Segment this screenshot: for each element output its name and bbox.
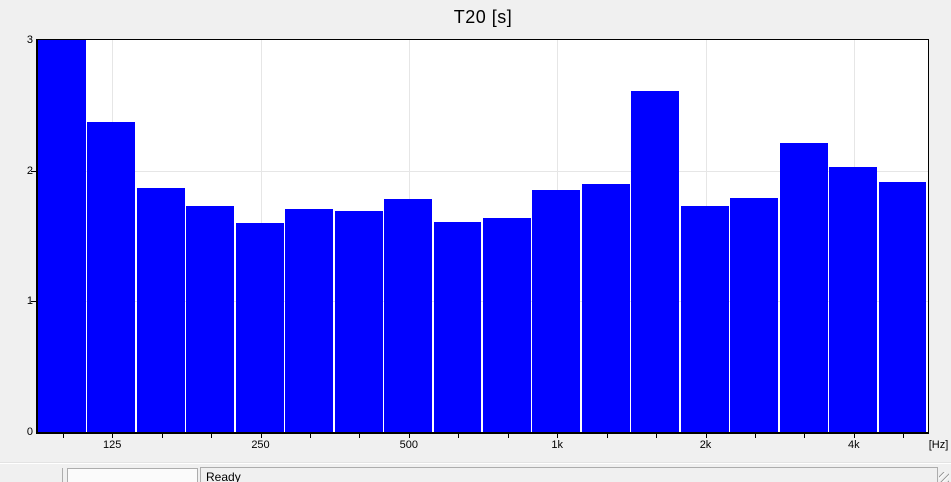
x-axis-tick-5k (903, 434, 905, 438)
chart-title: T20 [s] (453, 7, 513, 27)
bar-2k (680, 205, 729, 432)
x-axis-tick-1k (557, 434, 559, 438)
y-axis-label-0: 0 (26, 426, 33, 438)
x-axis-tick-1.6k (656, 434, 658, 438)
bar-2.5k (730, 198, 779, 432)
bar-4k (829, 166, 878, 432)
bar-100 (38, 40, 86, 432)
x-axis-tick-400 (359, 434, 361, 438)
bar-1.25k (581, 183, 630, 432)
x-axis-tick-630 (458, 434, 460, 438)
resize-grip[interactable] (939, 472, 949, 482)
plot-area (36, 39, 929, 434)
status-pane-left (0, 468, 60, 482)
x-axis-tick-200 (211, 434, 213, 438)
bar-800 (483, 217, 531, 432)
x-axis-tick-800 (507, 434, 509, 438)
bar-200 (186, 205, 235, 432)
x-axis-tick-2k (705, 434, 707, 438)
y-axis-label-2: 2 (26, 164, 33, 177)
bar-160 (136, 187, 185, 432)
x-axis-label-500: 500 (399, 439, 418, 451)
y-axis-tick-2 (31, 170, 37, 172)
x-axis-label-250: 250 (251, 439, 270, 451)
bar-315 (285, 208, 334, 432)
x-axis-label-4k: 4k (848, 439, 860, 451)
bar-3.15k (779, 143, 828, 432)
bar-1k (532, 190, 581, 432)
bar-250 (235, 222, 284, 432)
bar-1.6k (631, 90, 680, 432)
status-message: Ready (206, 470, 241, 482)
x-axis-tick-2.5k (754, 434, 756, 438)
status-pane-message: Ready (200, 467, 938, 482)
x-axis-tick-3.15k (804, 434, 806, 438)
status-bar: Ready (0, 464, 951, 482)
x-axis-tick-250 (260, 434, 262, 438)
x-axis-tick-160 (161, 434, 163, 438)
x-axis-tick-315 (309, 434, 311, 438)
y-axis-tick-1 (31, 301, 37, 303)
statusbar-separator (0, 462, 951, 464)
y-axis-label-3: 3 (26, 34, 33, 46)
x-axis-tick-4k (853, 434, 855, 438)
x-axis-label-125: 125 (102, 439, 122, 451)
x-axis-unit-label: [Hz] (928, 439, 949, 451)
status-pane-middle (67, 468, 198, 482)
gridline-horizontal-2 (38, 170, 928, 172)
x-axis-tick-125 (112, 434, 114, 438)
bar-125 (87, 122, 136, 432)
x-axis-label-1k: 1k (551, 439, 563, 451)
bar-400 (334, 211, 383, 432)
y-axis-label-1: 1 (26, 295, 33, 308)
x-axis-tick-100 (62, 434, 64, 438)
x-axis-tick-500 (408, 434, 410, 438)
x-axis-label-2k: 2k (699, 439, 712, 451)
bar-630 (433, 221, 482, 432)
x-axis-tick-1.25k (606, 434, 608, 438)
bar-5k (878, 182, 927, 432)
bar-500 (384, 199, 433, 432)
